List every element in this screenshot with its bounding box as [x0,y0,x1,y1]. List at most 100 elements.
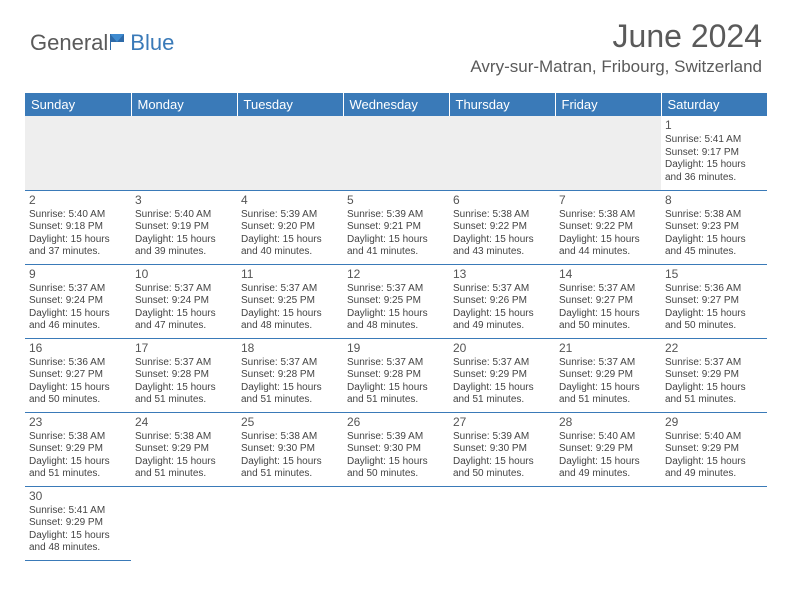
cell-day1: Daylight: 15 hours [453,308,551,321]
cell-sunset: Sunset: 9:29 PM [559,369,657,382]
calendar-cell [131,116,237,190]
calendar-cell: 22Sunrise: 5:37 AMSunset: 9:29 PMDayligh… [661,338,767,412]
cell-day1: Daylight: 15 hours [665,308,763,321]
cell-day2: and 39 minutes. [135,246,233,259]
cell-day1: Daylight: 15 hours [347,234,445,247]
cell-day1: Daylight: 15 hours [453,234,551,247]
cell-day1: Daylight: 15 hours [559,382,657,395]
cell-day2: and 44 minutes. [559,246,657,259]
calendar-cell: 28Sunrise: 5:40 AMSunset: 9:29 PMDayligh… [555,412,661,486]
day-number: 2 [29,193,127,208]
day-number: 17 [135,341,233,356]
day-number: 20 [453,341,551,356]
cell-sunrise: Sunrise: 5:38 AM [135,431,233,444]
cell-day1: Daylight: 15 hours [135,308,233,321]
cell-sunrise: Sunrise: 5:37 AM [347,357,445,370]
cell-sunset: Sunset: 9:25 PM [347,295,445,308]
cell-sunset: Sunset: 9:20 PM [241,221,339,234]
day-header: Saturday [661,93,767,116]
day-number: 5 [347,193,445,208]
location: Avry-sur-Matran, Fribourg, Switzerland [470,57,762,77]
calendar-cell: 20Sunrise: 5:37 AMSunset: 9:29 PMDayligh… [449,338,555,412]
cell-day2: and 40 minutes. [241,246,339,259]
cell-sunset: Sunset: 9:28 PM [241,369,339,382]
calendar-cell: 24Sunrise: 5:38 AMSunset: 9:29 PMDayligh… [131,412,237,486]
cell-day2: and 46 minutes. [29,320,127,333]
cell-sunrise: Sunrise: 5:37 AM [241,283,339,296]
day-number: 19 [347,341,445,356]
cell-day2: and 36 minutes. [665,172,763,185]
cell-day2: and 45 minutes. [665,246,763,259]
day-header: Tuesday [237,93,343,116]
calendar-cell: 16Sunrise: 5:36 AMSunset: 9:27 PMDayligh… [25,338,131,412]
calendar-cell: 15Sunrise: 5:36 AMSunset: 9:27 PMDayligh… [661,264,767,338]
cell-sunrise: Sunrise: 5:36 AM [665,283,763,296]
calendar-cell: 5Sunrise: 5:39 AMSunset: 9:21 PMDaylight… [343,190,449,264]
cell-day1: Daylight: 15 hours [29,382,127,395]
cell-day1: Daylight: 15 hours [453,382,551,395]
calendar-cell [555,486,661,560]
day-number: 1 [665,118,763,133]
calendar-cell: 8Sunrise: 5:38 AMSunset: 9:23 PMDaylight… [661,190,767,264]
cell-day2: and 49 minutes. [453,320,551,333]
cell-sunset: Sunset: 9:29 PM [135,443,233,456]
cell-sunset: Sunset: 9:30 PM [453,443,551,456]
day-number: 15 [665,267,763,282]
logo: General Blue [30,30,174,56]
calendar-cell: 27Sunrise: 5:39 AMSunset: 9:30 PMDayligh… [449,412,555,486]
cell-sunset: Sunset: 9:28 PM [347,369,445,382]
calendar-cell: 26Sunrise: 5:39 AMSunset: 9:30 PMDayligh… [343,412,449,486]
day-number: 13 [453,267,551,282]
cell-day2: and 51 minutes. [453,394,551,407]
cell-sunset: Sunset: 9:26 PM [453,295,551,308]
day-number: 3 [135,193,233,208]
calendar-cell: 19Sunrise: 5:37 AMSunset: 9:28 PMDayligh… [343,338,449,412]
calendar-cell: 10Sunrise: 5:37 AMSunset: 9:24 PMDayligh… [131,264,237,338]
cell-sunset: Sunset: 9:30 PM [347,443,445,456]
cell-day2: and 51 minutes. [135,394,233,407]
calendar-cell: 13Sunrise: 5:37 AMSunset: 9:26 PMDayligh… [449,264,555,338]
calendar-cell: 3Sunrise: 5:40 AMSunset: 9:19 PMDaylight… [131,190,237,264]
cell-day2: and 41 minutes. [347,246,445,259]
day-header: Sunday [25,93,131,116]
cell-sunrise: Sunrise: 5:40 AM [559,431,657,444]
day-number: 29 [665,415,763,430]
calendar-row: 2Sunrise: 5:40 AMSunset: 9:18 PMDaylight… [25,190,767,264]
calendar-cell: 18Sunrise: 5:37 AMSunset: 9:28 PMDayligh… [237,338,343,412]
day-number: 16 [29,341,127,356]
cell-sunrise: Sunrise: 5:37 AM [665,357,763,370]
cell-sunrise: Sunrise: 5:37 AM [559,283,657,296]
cell-sunrise: Sunrise: 5:37 AM [29,283,127,296]
cell-day2: and 37 minutes. [29,246,127,259]
cell-day1: Daylight: 15 hours [135,234,233,247]
cell-sunset: Sunset: 9:29 PM [665,443,763,456]
cell-sunrise: Sunrise: 5:38 AM [453,209,551,222]
day-number: 4 [241,193,339,208]
cell-sunset: Sunset: 9:23 PM [665,221,763,234]
calendar-table: Sunday Monday Tuesday Wednesday Thursday… [25,93,767,561]
cell-sunrise: Sunrise: 5:38 AM [559,209,657,222]
cell-sunset: Sunset: 9:27 PM [559,295,657,308]
cell-day1: Daylight: 15 hours [665,234,763,247]
cell-day2: and 50 minutes. [559,320,657,333]
cell-sunrise: Sunrise: 5:37 AM [135,283,233,296]
header: General Blue June 2024 Avry-sur-Matran, … [0,0,792,85]
day-number: 8 [665,193,763,208]
cell-day1: Daylight: 15 hours [559,234,657,247]
calendar-cell [555,116,661,190]
cell-sunrise: Sunrise: 5:41 AM [665,134,763,147]
day-header-row: Sunday Monday Tuesday Wednesday Thursday… [25,93,767,116]
cell-sunrise: Sunrise: 5:40 AM [665,431,763,444]
cell-day1: Daylight: 15 hours [665,456,763,469]
logo-text-2: Blue [130,30,174,56]
cell-day1: Daylight: 15 hours [241,234,339,247]
day-number: 14 [559,267,657,282]
cell-sunrise: Sunrise: 5:41 AM [29,505,127,518]
day-number: 23 [29,415,127,430]
cell-day2: and 51 minutes. [135,468,233,481]
month-title: June 2024 [470,18,762,55]
cell-day2: and 50 minutes. [665,320,763,333]
cell-sunrise: Sunrise: 5:37 AM [347,283,445,296]
calendar-cell: 17Sunrise: 5:37 AMSunset: 9:28 PMDayligh… [131,338,237,412]
cell-day2: and 51 minutes. [665,394,763,407]
